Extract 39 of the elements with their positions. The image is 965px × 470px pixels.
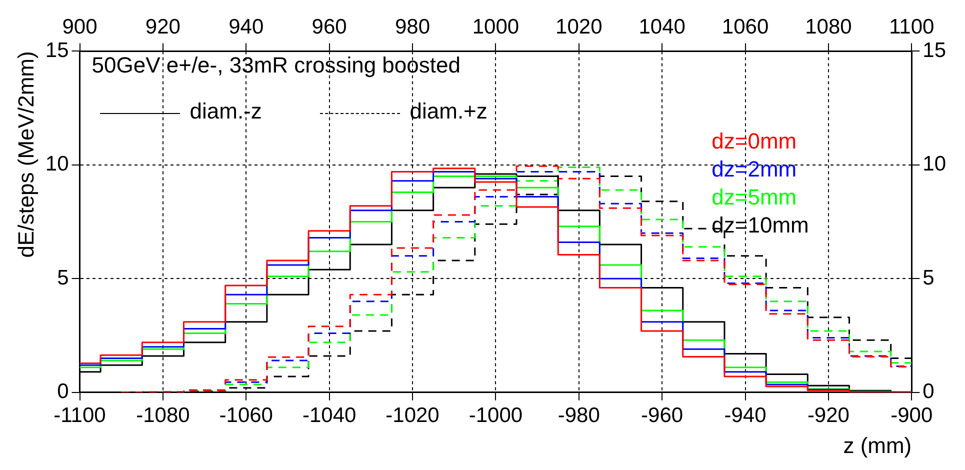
x-tick-label: -1100 bbox=[54, 404, 106, 427]
annotation: diam.+z bbox=[410, 98, 488, 124]
x2-tick-label: 1000 bbox=[472, 15, 520, 38]
y-tick-label: 5 bbox=[57, 266, 69, 290]
x2-tick-label: 960 bbox=[312, 15, 347, 38]
y-tick-label: 10 bbox=[45, 152, 69, 176]
x2-tick-label: 940 bbox=[228, 15, 264, 38]
y2-tick-label: 10 bbox=[922, 152, 946, 176]
x2-tick-label: 1100 bbox=[889, 15, 934, 38]
y-tick-label: 0 bbox=[57, 380, 69, 404]
x2-tick-label: 1040 bbox=[638, 15, 686, 38]
x2-tick-label: 900 bbox=[62, 15, 98, 38]
x2-tick-label: 1060 bbox=[722, 15, 769, 38]
x2-tick-label: 980 bbox=[394, 15, 430, 38]
y2-tick-label: 5 bbox=[922, 266, 934, 290]
annotation: diam.-z bbox=[190, 98, 262, 124]
y-axis-title: dE/steps (MeV/2mm) bbox=[13, 51, 38, 258]
x-tick-label: -1040 bbox=[302, 404, 356, 427]
x-tick-label: -1000 bbox=[468, 404, 523, 427]
x2-tick-label: 920 bbox=[145, 15, 180, 38]
x-axis-title: z (mm) bbox=[843, 432, 912, 458]
chart-title: 50GeV e+/e-, 33mR crossing boosted bbox=[92, 52, 460, 78]
x-tick-label: -960 bbox=[641, 404, 684, 427]
x-tick-label: -1020 bbox=[386, 404, 440, 427]
text: dz=10mm bbox=[712, 212, 809, 238]
text: dz=5mm bbox=[712, 184, 797, 210]
y-tick-label: 15 bbox=[45, 38, 69, 62]
x2-tick-label: 1020 bbox=[556, 15, 602, 38]
x2-tick-label: 1080 bbox=[805, 15, 852, 38]
x-tick-label: -1060 bbox=[219, 404, 273, 427]
y2-tick-label: 0 bbox=[922, 380, 934, 404]
x-tick-label: -920 bbox=[807, 404, 850, 427]
text: dz=2mm bbox=[712, 156, 797, 182]
x-tick-label: -1080 bbox=[136, 404, 190, 427]
text: dz=0mm bbox=[712, 128, 797, 154]
x-tick-label: -980 bbox=[558, 404, 600, 427]
x-tick-label: -900 bbox=[890, 404, 933, 427]
x-tick-label: -940 bbox=[724, 404, 766, 427]
y2-tick-label: 15 bbox=[922, 38, 946, 62]
